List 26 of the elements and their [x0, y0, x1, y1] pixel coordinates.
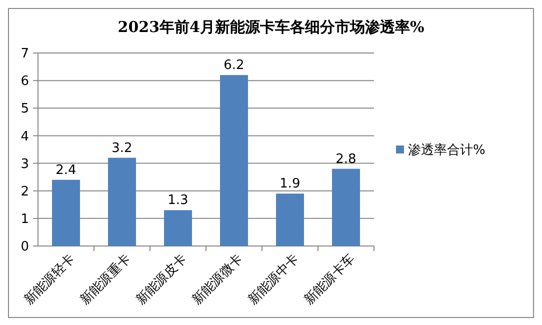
data-label: 3.2 [112, 140, 132, 156]
bar [220, 75, 248, 246]
x-tick-label: 新能源卡车 [301, 251, 358, 308]
x-tick-label: 新能源微卡 [189, 251, 246, 308]
y-tick-label: 5 [20, 102, 29, 117]
y-tick-label: 3 [20, 156, 29, 172]
legend-label: 渗透率合计% [408, 142, 486, 158]
y-tick-label: 2 [20, 184, 29, 200]
data-label: 1.3 [168, 193, 188, 208]
data-label: 6.2 [224, 58, 244, 74]
y-tick-label: 7 [20, 46, 29, 62]
x-tick-label: 新能源皮卡 [133, 251, 190, 308]
x-tick-label: 新能源重卡 [77, 251, 134, 308]
bar [332, 168, 360, 246]
bar [276, 194, 304, 246]
y-tick-label: 1 [20, 212, 29, 227]
x-tick-label: 新能源中卡 [245, 251, 302, 308]
data-label: 2.8 [336, 152, 356, 167]
data-label: 1.9 [280, 176, 300, 192]
chart-title: 2023年前4月新能源卡车各细分市场渗透率% [118, 18, 424, 36]
y-tick-label: 4 [20, 129, 29, 144]
bar [52, 180, 80, 246]
bar [164, 210, 192, 246]
y-tick-label: 6 [20, 74, 29, 90]
data-label: 2.4 [56, 162, 76, 178]
bar [108, 158, 136, 246]
